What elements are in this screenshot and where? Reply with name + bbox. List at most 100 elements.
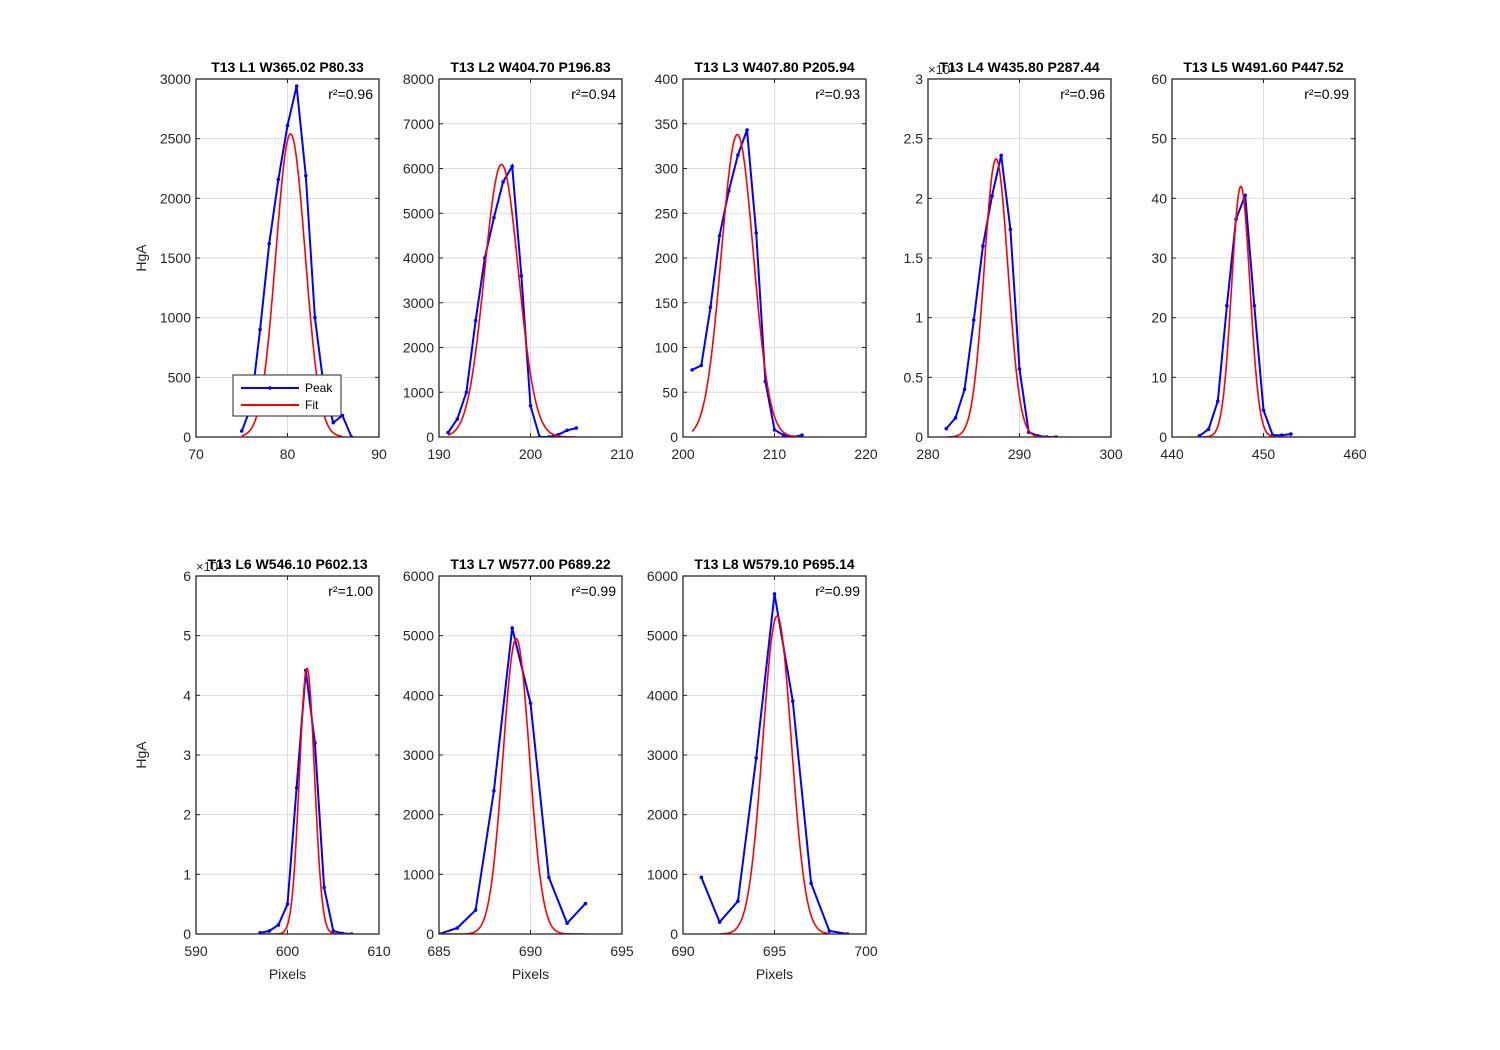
peak-point [953, 416, 958, 420]
peak-point [331, 929, 336, 933]
legend: Peak Fit [232, 374, 342, 417]
x-axis-label: Pixels [269, 966, 306, 982]
ytick-label: 1 [183, 866, 191, 882]
peak-point [1215, 399, 1220, 404]
y-axis-label: HgA [133, 741, 149, 769]
series-group [699, 592, 850, 934]
ytick-label: 0 [670, 926, 678, 942]
ytick-label: 30 [1151, 250, 1167, 266]
peak-point [699, 875, 704, 880]
ytick-label: 4000 [403, 250, 434, 266]
xtick-label: 220 [854, 446, 878, 462]
peak-point [827, 929, 832, 933]
subplot-8: 0 1000 2000 3000 4000 5000 6000 690 695 700 T13 L8… [647, 556, 878, 982]
fit-line [691, 133, 802, 437]
peak-point [1261, 408, 1266, 412]
peak-point [1252, 303, 1257, 308]
peak-point [446, 430, 450, 435]
ytick-label: 4000 [647, 687, 678, 703]
legend-box [232, 374, 342, 417]
peak-point [510, 164, 514, 169]
peak-point [754, 756, 758, 760]
ytick-label: 10 [1151, 369, 1167, 385]
peak-point [583, 901, 588, 906]
ytick-label: 2 [915, 190, 923, 206]
ytick-label: 6000 [403, 161, 434, 177]
subplot-title: T13 L1 W365.02 P80.33 [211, 59, 364, 75]
peak-point [717, 233, 722, 238]
peak-point [1008, 227, 1013, 232]
ytick-label: 2 [183, 807, 191, 823]
ytick-label: 3 [915, 71, 923, 87]
peak-point [990, 194, 994, 198]
xtick-label: 440 [1160, 446, 1184, 462]
ytick-label: 1000 [403, 384, 434, 400]
xtick-label: 685 [427, 943, 451, 959]
ytick-label: 0.5 [904, 369, 924, 385]
r2-annotation: r²=1.00 [328, 583, 373, 599]
peak-point [276, 923, 281, 927]
ytick-label: 350 [655, 116, 679, 132]
legend-marker [268, 386, 272, 390]
peak-point [717, 920, 722, 924]
ytick-label: 0 [915, 429, 923, 445]
xtick-label: 610 [367, 943, 391, 959]
subplot-1: 0 500 1000 1500 2000 2500 3000 70 80 90 T13 L1 W36… [133, 59, 387, 462]
y-axis-label: HgA [133, 244, 149, 272]
peak-point [736, 153, 740, 157]
ytick-label: 50 [1151, 131, 1167, 147]
xtick-label: 695 [610, 943, 634, 959]
xtick-label: 290 [1008, 446, 1032, 462]
ytick-label: 1500 [160, 250, 191, 266]
subplot-title: T13 L4 W435.80 P287.44 [939, 59, 1100, 75]
ytick-label: 0 [1159, 429, 1167, 445]
subplot-5: 0 10 20 30 40 50 60 440 450 460 T13 L5 W491.60 P44… [1151, 59, 1366, 462]
peak-point [267, 241, 272, 246]
peak-point [944, 426, 949, 431]
xtick-label: 460 [1343, 446, 1367, 462]
ytick-label: 3 [183, 747, 191, 763]
fit-line [447, 163, 577, 437]
r2-annotation: r²=0.99 [1304, 86, 1349, 102]
xtick-label: 690 [671, 943, 695, 959]
xtick-label: 210 [763, 446, 787, 462]
subplot-title: T13 L8 W579.10 P695.14 [694, 556, 855, 572]
series-group [690, 128, 804, 437]
xtick-label: 70 [188, 446, 204, 462]
ytick-label: 1000 [647, 866, 678, 882]
peak-point [791, 699, 795, 704]
xtick-label: 300 [1099, 446, 1123, 462]
ytick-label: 20 [1151, 310, 1167, 326]
ytick-label: 1.5 [904, 250, 924, 266]
ytick-label: 2000 [160, 190, 191, 206]
peak-point [781, 433, 786, 437]
peak-point [519, 274, 524, 278]
ytick-label: 100 [655, 340, 679, 356]
ytick-label: 2000 [403, 340, 434, 356]
axis-exponent: ×10⁴ [928, 62, 956, 77]
ytick-label: 3000 [160, 71, 191, 87]
peak-point [528, 701, 533, 705]
peak-point [1289, 432, 1293, 436]
peak-point [313, 741, 317, 745]
peak-point [736, 899, 740, 903]
xtick-label: 190 [427, 446, 451, 462]
ytick-label: 60 [1151, 71, 1167, 87]
ytick-label: 250 [655, 205, 679, 221]
r2-annotation: r²=0.94 [571, 86, 616, 102]
peak-point [455, 926, 460, 930]
peak-point [962, 387, 967, 392]
xtick-label: 210 [610, 446, 634, 462]
ytick-label: 150 [655, 295, 679, 311]
peak-point [528, 403, 533, 408]
peak-point [1243, 193, 1247, 198]
ytick-label: 6000 [647, 568, 678, 584]
ytick-label: 2000 [647, 807, 678, 823]
xtick-label: 280 [916, 446, 940, 462]
peak-point [1225, 303, 1229, 308]
peak-point [690, 368, 694, 372]
peak-point [754, 231, 758, 235]
ytick-label: 5000 [647, 628, 678, 644]
